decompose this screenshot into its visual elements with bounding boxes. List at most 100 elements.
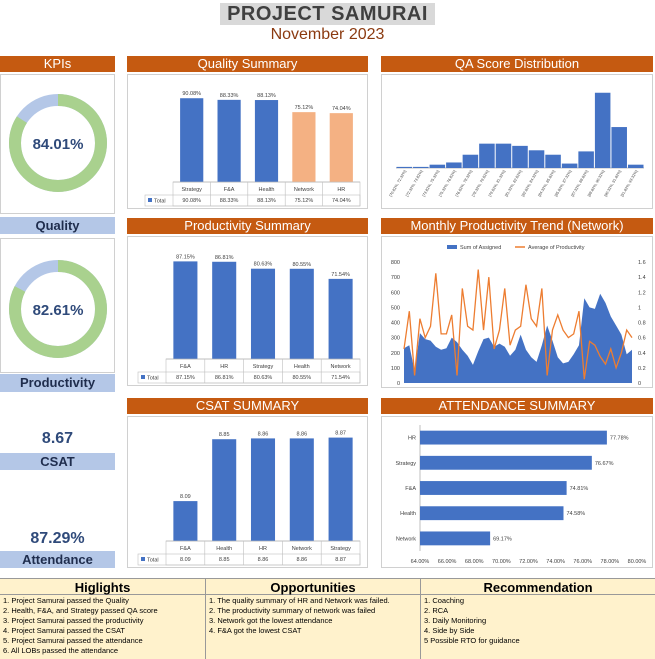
attendance-summary-panel: 64.00% 66.00% 68.00% 70.00% 72.00% 74.00% 76.0… xyxy=(381,416,653,568)
data-label: 90.08% xyxy=(182,91,201,97)
bin-label: [75.32%, 76.82%] xyxy=(438,170,456,198)
attendance-value: 87.29% xyxy=(30,530,85,547)
category-label: F&A xyxy=(180,546,191,552)
bin-label: [87.32%, 88.82%] xyxy=(571,170,589,198)
list-item: 1. Coaching xyxy=(424,596,465,605)
category-label: Network xyxy=(396,536,416,542)
bin-label: [82.82%, 84.32%] xyxy=(521,170,539,198)
x-tick-label: 74.00% xyxy=(546,559,565,565)
category-label: Health xyxy=(294,364,310,370)
bar xyxy=(250,268,276,359)
histogram-bar xyxy=(594,92,611,168)
quality-donut: 84.01% xyxy=(9,94,107,192)
list-item: 4. Project Samurai passed the CSAT xyxy=(3,626,125,635)
data-label: 76.67% xyxy=(595,461,614,467)
opportunities-column: Opportunities 1. The quality summary of … xyxy=(206,579,421,659)
quality-donut-panel: 84.01% xyxy=(0,74,115,214)
category-label: Health xyxy=(259,187,275,193)
list-item: 4. Side by Side xyxy=(424,626,475,635)
csat-summary-chart: 8.09 F&A 8.09 8.85 Health 8.85 8.86 HR 8.86 8.86 N… xyxy=(137,431,361,566)
bar xyxy=(292,112,316,182)
data-label: 80.63% xyxy=(254,262,273,268)
quality-label: Quality xyxy=(0,217,115,234)
bar xyxy=(180,98,204,182)
list-item: 5 Possible RTO for guidance xyxy=(424,636,520,645)
table-cell: 8.85 xyxy=(219,557,230,563)
bin-label: [76.82%, 78.32%] xyxy=(455,170,473,198)
bin-label: [78.32%, 79.82%] xyxy=(471,170,489,198)
x-tick-label: 68.00% xyxy=(465,559,484,565)
list-item: 2. RCA xyxy=(424,606,449,615)
quality-summary-chart: 90.08% Strategy 90.08% 88.33% F&A 88.33% 88.13… xyxy=(144,91,361,207)
bar xyxy=(328,437,353,541)
productivity-summary-chart: 87.15% F&A 87.15% 86.81% HR 86.81% 80.63% Strat… xyxy=(137,254,361,384)
histogram-bar xyxy=(495,143,512,168)
attendance-summary-header: ATTENDANCE SUMMARY xyxy=(381,398,653,414)
category-label: Strategy xyxy=(181,187,202,193)
list-item: 2. Health, F&A, and Strategy passed QA s… xyxy=(3,606,158,615)
right-tick-label: 0.4 xyxy=(638,351,646,357)
csat-value: 8.67 xyxy=(41,430,74,447)
category-label: HR xyxy=(337,187,345,193)
trend-panel: Sum of Assigned Average of Productivity 0 1… xyxy=(381,236,653,388)
legend-swatch xyxy=(141,375,145,379)
productivity-donut: 82.61% xyxy=(9,260,107,358)
bin-label: [85.82%, 87.32%] xyxy=(554,170,572,198)
kpis-header: KPIs xyxy=(0,56,115,72)
csat-summary-header: CSAT SUMMARY xyxy=(127,398,368,414)
data-label: 87.15% xyxy=(176,254,195,260)
table-border xyxy=(172,181,361,207)
quality-summary-header: Quality Summary xyxy=(127,56,368,72)
bar xyxy=(212,261,237,359)
right-tick-label: 0 xyxy=(638,381,641,387)
right-tick-label: 0.6 xyxy=(638,336,646,342)
histogram-bar xyxy=(413,166,429,168)
x-tick-label: 66.00% xyxy=(438,559,457,565)
data-label: 69.17% xyxy=(493,536,512,542)
table-row-border xyxy=(137,371,361,384)
table-border xyxy=(165,540,361,566)
bar xyxy=(289,268,314,359)
legend-label: Total xyxy=(147,558,159,564)
left-tick-label: 200 xyxy=(391,351,400,357)
data-label: 74.58% xyxy=(566,511,585,517)
bin-label: [90.32%, 91.82%] xyxy=(604,170,622,198)
x-tick-label: 78.00% xyxy=(601,559,620,565)
category-label: Network xyxy=(292,546,312,552)
page-title: PROJECT SAMURAI xyxy=(220,3,435,25)
x-tick-label: 72.00% xyxy=(519,559,538,565)
data-label: 8.86 xyxy=(258,431,269,437)
attendance-bar xyxy=(420,455,592,470)
table-cell: 8.86 xyxy=(258,557,269,563)
table-cell: 80.55% xyxy=(292,375,311,381)
table-border xyxy=(165,358,361,384)
left-tick-label: 0 xyxy=(397,381,400,387)
data-label: 8.85 xyxy=(219,432,230,438)
recommendation-title: Recommendation xyxy=(421,579,655,595)
left-tick-label: 800 xyxy=(391,260,400,266)
table-cell: 8.09 xyxy=(180,557,191,563)
data-label: 8.87 xyxy=(335,431,346,437)
category-label: Network xyxy=(294,187,314,193)
x-tick-label: 76.00% xyxy=(573,559,592,565)
bar xyxy=(173,501,198,541)
data-label: 74.81% xyxy=(570,486,589,492)
right-tick-label: 0.2 xyxy=(638,366,646,372)
legend-label: Total xyxy=(147,376,159,382)
left-tick-label: 500 xyxy=(391,305,400,311)
attendance-label: Attendance xyxy=(0,551,115,568)
list-item: 4. F&A got the lowest CSAT xyxy=(209,626,302,635)
category-label: HR xyxy=(408,436,416,442)
summary-notes: Higlights 1. Project Samurai passed the … xyxy=(0,578,655,659)
attendance-bar xyxy=(420,506,564,521)
data-label: 88.13% xyxy=(257,93,276,99)
table-cell: 88.13% xyxy=(257,198,276,204)
bar xyxy=(173,261,198,359)
bin-label: [70.82%, 72.32%] xyxy=(389,170,407,198)
bar xyxy=(289,438,314,541)
left-tick-label: 300 xyxy=(391,336,400,342)
productivity-donut-arc xyxy=(9,260,107,358)
category-label: Strategy xyxy=(330,546,351,552)
legend-swatch-assigned xyxy=(447,245,457,249)
right-tick-label: 1.6 xyxy=(638,260,646,266)
